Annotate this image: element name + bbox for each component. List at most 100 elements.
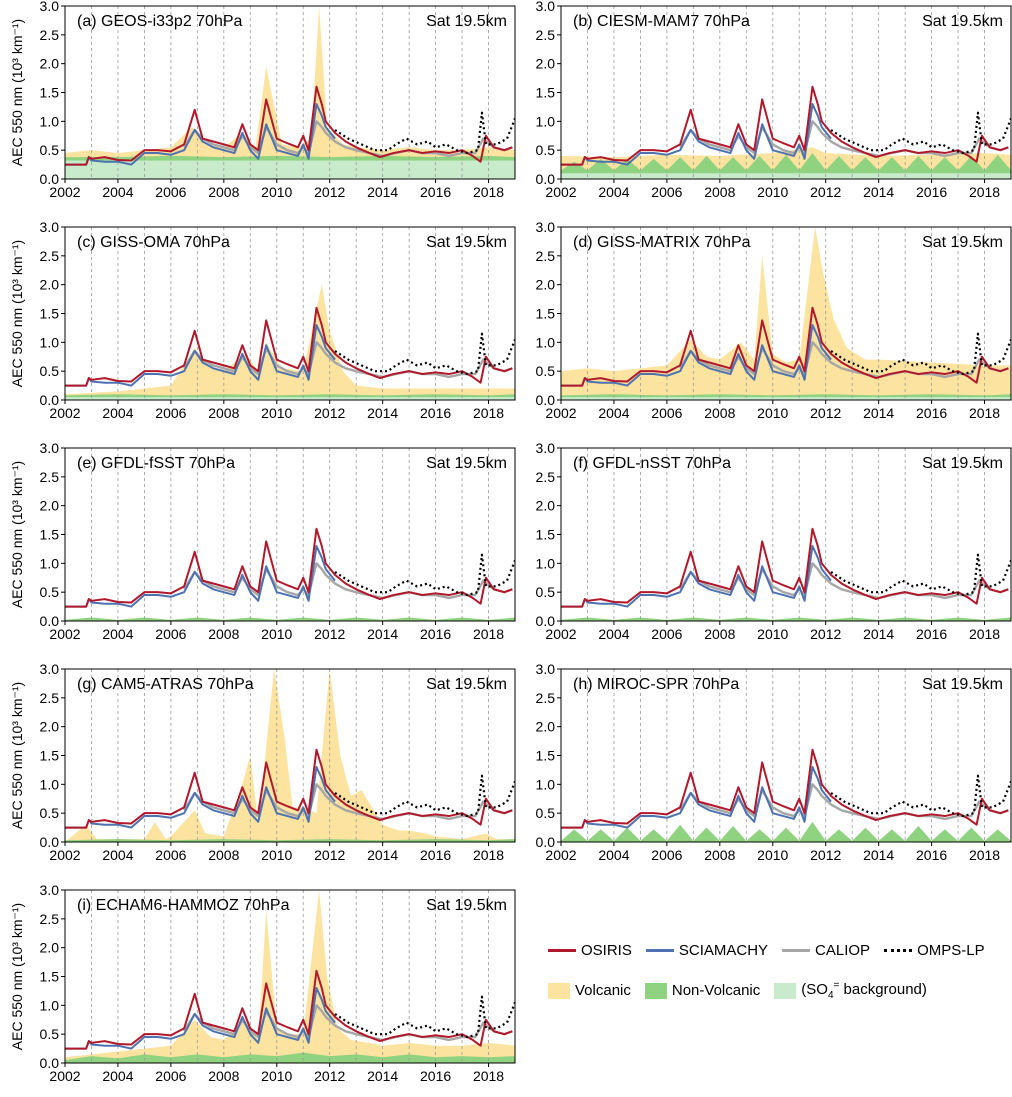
osiris-line-i [65,969,513,1050]
x-tick-label: 2018 [473,405,504,421]
plot-area-c [65,227,515,400]
x-tick-label: 2016 [420,626,451,642]
legend-caliop: CALIOP [782,942,870,959]
x-tick-label: 2006 [155,626,186,642]
x-tick-label: 2006 [651,184,682,200]
nonvolcanic-area-e [65,617,515,621]
y-tick-label: 1.0 [40,334,60,350]
legend-sciamachy-label: SCIAMACHY [678,942,769,959]
x-tick-label: 2018 [969,405,1000,421]
plot-area-f [561,448,1011,621]
nonvolcanic-area-b [561,153,1011,179]
legend-osiris-label: OSIRIS [581,942,632,959]
sat-label-c: Sat 19.5km [426,234,507,251]
nonvolcanic-area-h [561,821,1011,842]
x-tick-label: 2008 [208,1068,239,1084]
x-tick-label: 2014 [863,405,894,421]
legend-so4: (SO4= background) [774,980,927,1001]
sat-label-h: Sat 19.5km [922,676,1003,693]
x-tick-label: 2008 [704,626,735,642]
y-tick-label: 0.5 [40,805,60,821]
x-tick-label: 2016 [916,405,947,421]
x-tick-label: 2006 [155,847,186,863]
plot-area-b [561,6,1011,179]
legend-omps-label: OMPS-LP [917,942,985,959]
panel-title-e: (e) GFDL-fSST 70hPa [77,455,235,472]
omps-line-a [334,111,515,155]
x-tick-label: 2004 [102,405,133,421]
x-tick-label: 2018 [473,1068,504,1084]
y-tick-label: 1.5 [536,748,556,764]
legend-osiris: OSIRIS [548,942,632,959]
x-tick-label: 2006 [155,1068,186,1084]
x-tick-label: 2014 [863,184,894,200]
y-tick-label: 2.0 [40,719,60,735]
y-axis-label-c: AEC 550 nm (10³ km⁻¹) [9,240,25,387]
x-tick-label: 2002 [545,847,576,863]
plot-area-d [561,227,1011,400]
y-axis-label-a: AEC 550 nm (10³ km⁻¹) [9,19,25,166]
x-tick-label: 2012 [314,626,345,642]
y-tick-label: 0.0 [40,613,60,629]
nonvolcanic-swatch [644,982,667,999]
sciamachy-line-h [561,766,832,829]
y-tick-label: 2.0 [536,56,556,72]
x-tick-label: 2008 [208,847,239,863]
x-tick-label: 2012 [810,184,841,200]
x-tick-label: 2010 [261,1068,292,1084]
y-tick-label: 0.0 [536,392,556,408]
legend-nonvolcanic-label: Non-Volcanic [671,982,761,999]
omps-line-f [830,553,1011,597]
y-tick-label: 0.5 [40,363,60,379]
legend-volcanic-label: Volcanic [575,982,631,999]
x-tick-label: 2018 [473,184,504,200]
y-tick-label: 0.5 [40,584,60,600]
y-tick-label: 2.0 [40,940,60,956]
y-tick-label: 3.0 [536,219,556,235]
legend-caliop-label: CALIOP [815,942,871,959]
nonvolcanic-area-f [561,617,1011,621]
panel-title-f: (f) GFDL-nSST 70hPa [573,455,731,472]
y-tick-label: 1.0 [536,776,556,792]
volcanic-swatch [548,982,570,999]
y-tick-label: 1.5 [40,748,60,764]
sat-label-i: Sat 19.5km [426,897,507,914]
y-tick-label: 2.5 [40,911,60,927]
x-tick-label: 2016 [916,847,947,863]
y-tick-label: 1.5 [40,85,60,101]
y-tick-label: 2.0 [40,498,60,514]
y-axis-label-e: AEC 550 nm (10³ km⁻¹) [9,461,25,608]
panel-f: 0.0 0.5 1.0 1.5 2.0 2.5 3.0 2002 2004 2006 2008 201… [536,440,1012,642]
panel-title-g: (g) CAM5-ATRAS 70hPa [77,676,254,693]
sciamachy-line-i [65,987,336,1050]
x-tick-label: 2004 [598,626,629,642]
y-tick-label: 1.5 [536,85,556,101]
panel-b: 0.0 0.5 1.0 1.5 2.0 2.5 3.0 2002 2004 2006 2008 201… [536,0,1012,200]
x-tick-label: 2002 [49,847,80,863]
x-tick-label: 2008 [704,405,735,421]
x-tick-label: 2002 [545,184,576,200]
x-tick-label: 2016 [420,405,451,421]
y-tick-label: 1.0 [536,334,556,350]
legend: OSIRIS SCIAMACHY CALIOP OMPS-LP Volcanic… [548,942,1008,1022]
plot-area-a [65,6,515,179]
x-tick-label: 2018 [473,626,504,642]
x-tick-label: 2004 [102,184,133,200]
x-tick-label: 2014 [367,405,398,421]
panel-a: 0.0 0.5 1.0 1.5 2.0 2.5 3.0 2002 2004 2006 2008 201… [9,0,516,200]
osiris-line-a [65,85,513,166]
x-tick-label: 2014 [367,847,398,863]
sciamachy-line-e [65,545,336,608]
osiris-line-g [65,748,513,829]
osiris-swatch [548,949,576,952]
y-axis-label-i: AEC 550 nm (10³ km⁻¹) [9,903,25,1050]
y-tick-label: 3.0 [536,661,556,677]
y-tick-label: 0.5 [536,363,556,379]
x-tick-label: 2014 [367,626,398,642]
x-tick-label: 2018 [969,184,1000,200]
panel-i: 0.0 0.5 1.0 1.5 2.0 2.5 3.0 2002 2004 2006 2008 201… [9,882,516,1084]
osiris-line-d [561,306,1009,387]
so4-swatch [774,982,797,999]
omps-line-i [334,995,515,1039]
y-tick-label: 1.0 [536,555,556,571]
